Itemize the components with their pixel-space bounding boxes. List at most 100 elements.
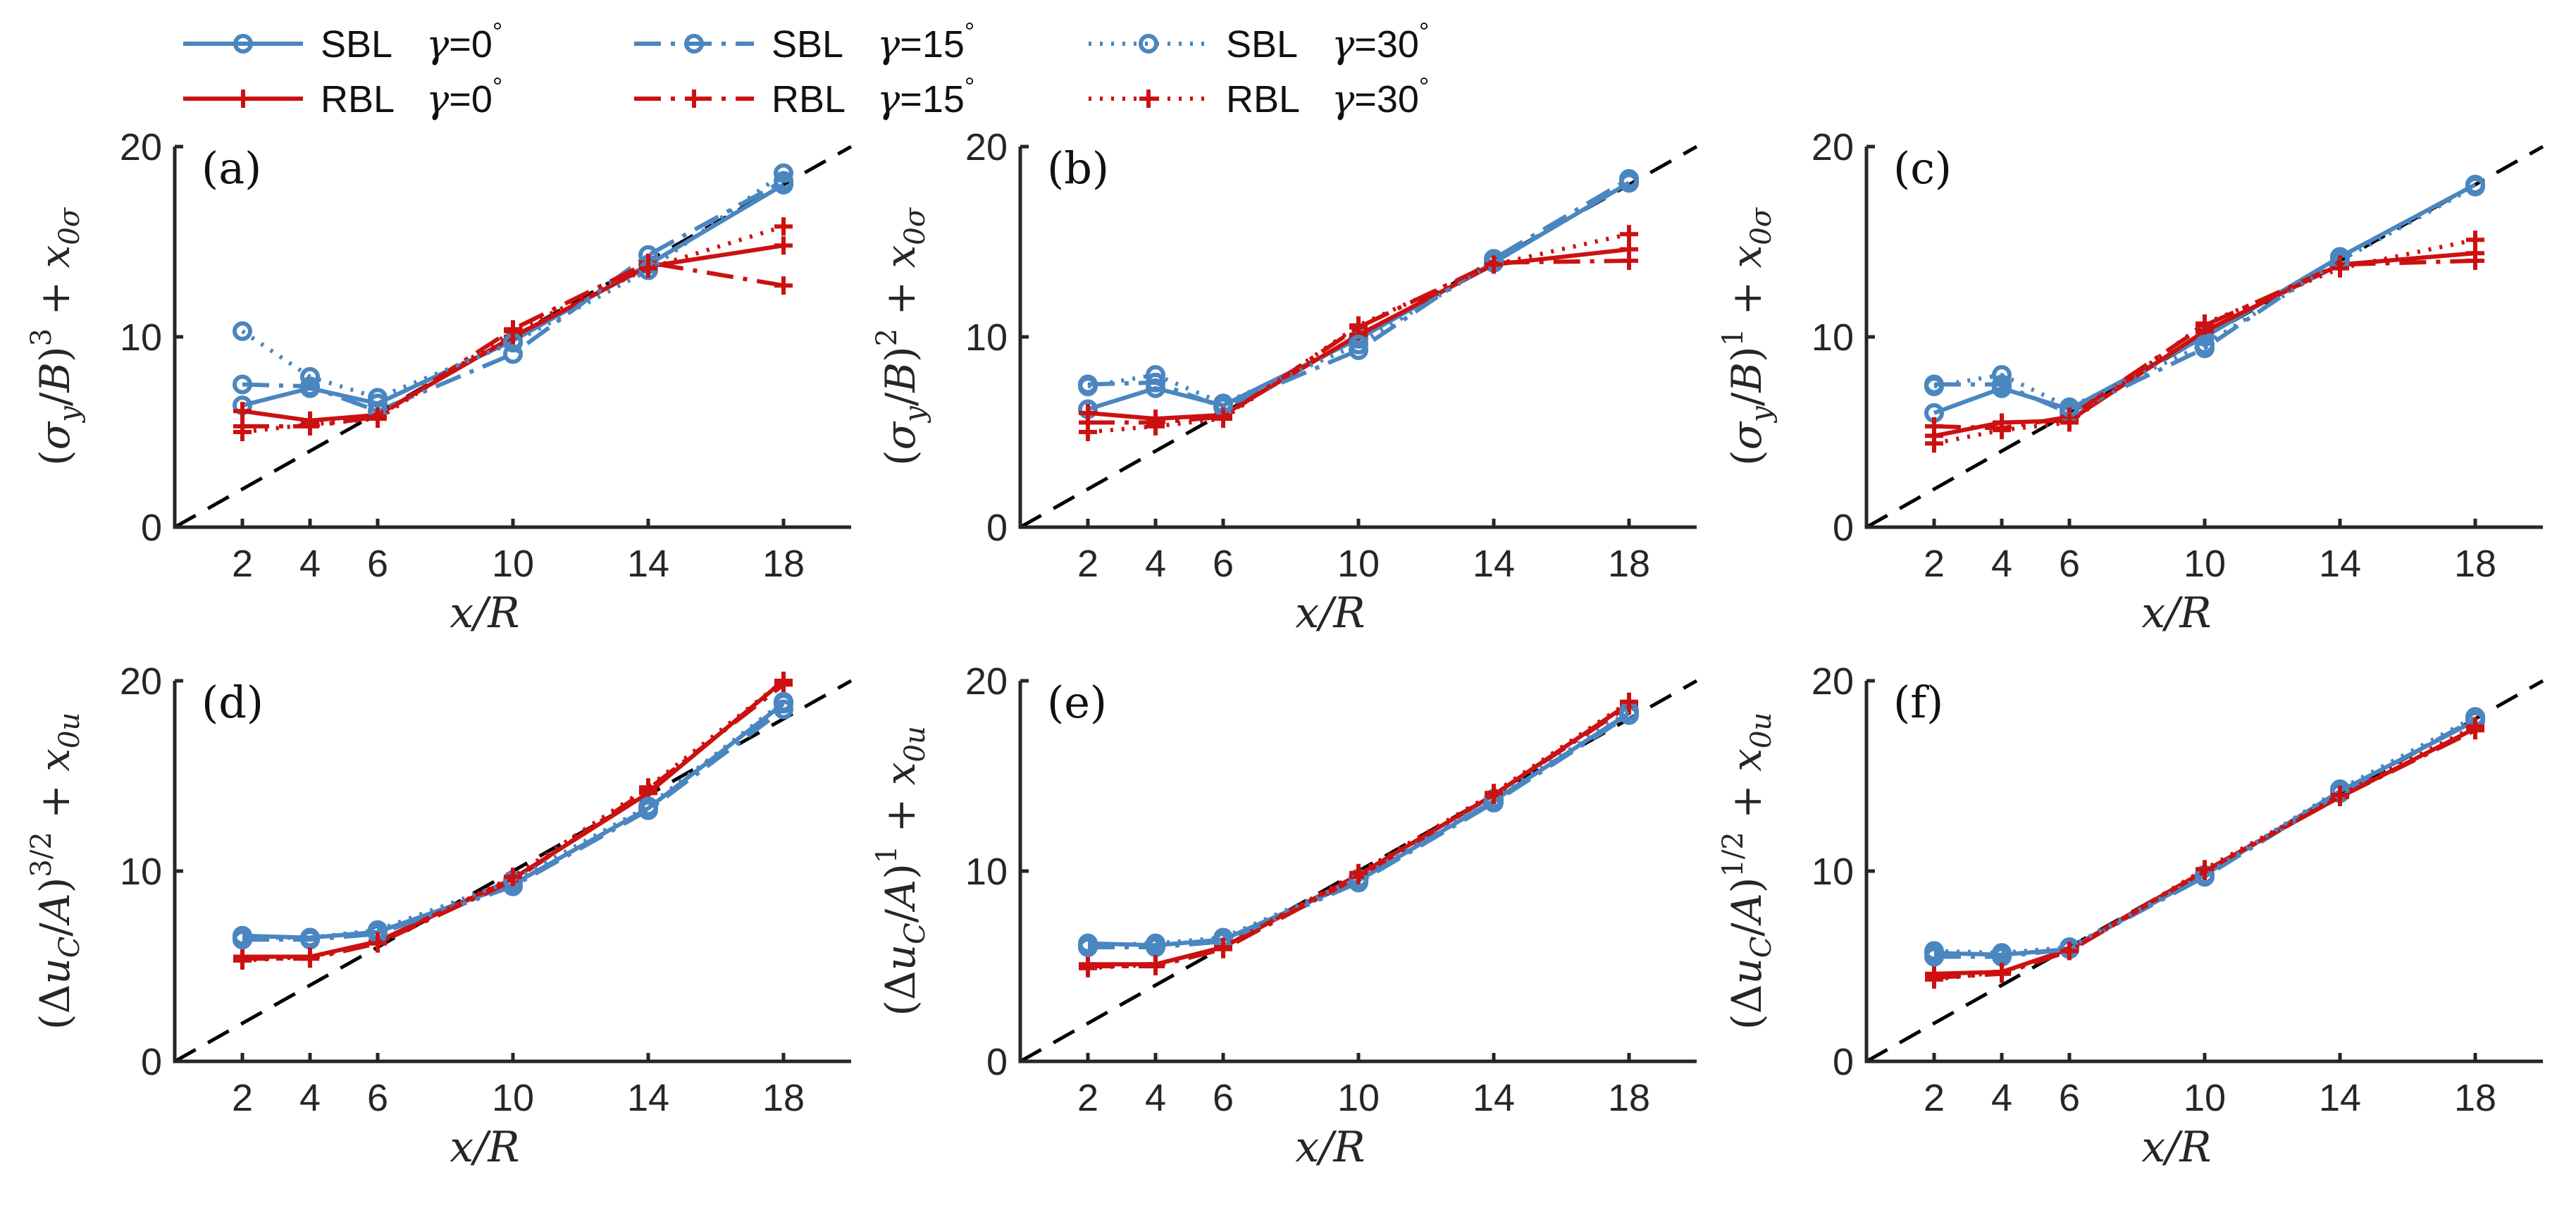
data-point [2466, 230, 2484, 249]
x-tick-label: 18 [2454, 543, 2496, 585]
series-rbl-15- [233, 675, 793, 968]
data-point [1214, 409, 1232, 428]
x-tick-label: 4 [1991, 543, 2012, 585]
x-tick-label: 14 [627, 1077, 669, 1119]
data-point [1146, 417, 1165, 436]
x-tick-label: 2 [232, 1077, 253, 1119]
data-point [774, 171, 793, 191]
series-line [1933, 238, 2476, 446]
x-tick-label: 14 [627, 543, 669, 585]
data-point [369, 409, 387, 428]
y-tick-label: 20 [1812, 660, 1854, 703]
legend-group-label: RBL [1226, 78, 1300, 121]
x-tick-label: 18 [1608, 1077, 1650, 1119]
panel-d: 0 10 20 2 4 6 10 14 18 x/R (ΔuC/A)3/2 + x0u (d) [25, 660, 853, 1172]
series-line [1933, 715, 2477, 956]
y-axis-label: (ΔuC/A)1 + x0u [871, 726, 931, 1016]
data-point [1924, 376, 1944, 397]
x-tick-label: 2 [1077, 1077, 1098, 1119]
data-point [2331, 259, 2349, 278]
data-point [300, 927, 320, 948]
data-point [2331, 786, 2349, 804]
y-tick-label: 20 [120, 660, 162, 703]
series-sbl-30- [1078, 701, 1639, 956]
data-point [1079, 423, 1097, 441]
data-point [368, 388, 388, 408]
series-line [241, 171, 785, 400]
panel-c: 0 10 20 2 4 6 10 14 18 x/R (σy/B)1 + x0σ (c) [1717, 126, 2544, 638]
data-point [1925, 434, 1943, 453]
x-tick-label: 10 [2184, 1077, 2226, 1119]
legend-marker [1139, 34, 1158, 54]
y-tick-label: 0 [141, 507, 162, 549]
legend-entry-rbl-30: RBL γ=30° [1089, 72, 1429, 121]
data-point [2060, 942, 2079, 961]
panel-f: 0 10 20 2 4 6 10 14 18 x/R (ΔuC/A)1/2 + x0u (f) [1717, 660, 2544, 1172]
data-point [1349, 863, 1368, 882]
data-point [1349, 316, 1368, 335]
data-point [300, 366, 320, 387]
data-point [1993, 963, 2011, 982]
series-line [1087, 709, 1630, 948]
x-axis-label: x/R [2141, 588, 2211, 638]
x-tick-label: 18 [762, 543, 805, 585]
x-tick-label: 6 [2059, 543, 2080, 585]
legend-entry-sbl-15: SBL γ=15° [634, 17, 974, 66]
y-tick-label: 20 [965, 660, 1008, 703]
data-point [2060, 413, 2079, 432]
series-line [242, 679, 785, 959]
x-tick-label: 14 [2319, 543, 2361, 585]
data-point [233, 321, 252, 341]
legend-group-label: SBL [1226, 23, 1298, 66]
series-rbl-15- [1079, 696, 1638, 975]
y-tick-label: 20 [965, 126, 1008, 168]
data-point [774, 691, 793, 712]
series-line [1934, 717, 2477, 959]
data-point [504, 321, 522, 340]
legend-marker [233, 34, 253, 54]
legend-marker [234, 90, 252, 108]
data-point [2466, 252, 2484, 270]
legend-marker [1139, 90, 1158, 108]
legend-entry-sbl-0: SBL γ=0° [183, 17, 502, 66]
data-point [1485, 255, 1503, 274]
x-tick-label: 14 [2319, 1077, 2361, 1119]
panel-e: 0 10 20 2 4 6 10 14 18 x/R (ΔuC/A)1 + x0u (e) [871, 660, 1698, 1172]
x-tick-label: 6 [367, 1077, 388, 1119]
y-tick-label: 0 [141, 1041, 162, 1083]
legend-group-label: RBL [772, 78, 846, 121]
x-tick-label: 2 [1924, 1077, 1945, 1119]
legend-entry-sbl-30: SBL γ=30° [1089, 17, 1429, 66]
x-tick-label: 4 [299, 1077, 321, 1119]
x-tick-label: 18 [2454, 1077, 2496, 1119]
x-axis-label: x/R [450, 1123, 519, 1172]
legend-marker [684, 34, 704, 54]
x-tick-label: 18 [762, 1077, 805, 1119]
legend-gamma-label: γ=30° [1332, 17, 1429, 66]
y-tick-label: 10 [120, 316, 162, 359]
x-tick-label: 4 [1991, 1077, 2012, 1119]
data-point [1079, 958, 1097, 977]
series-sbl-30- [233, 163, 793, 408]
panel-label: (e) [1047, 677, 1107, 728]
panel-label: (f) [1893, 677, 1943, 728]
data-point [2195, 334, 2215, 354]
series-line [1934, 183, 2477, 415]
data-point [774, 236, 793, 255]
x-tick-label: 10 [1337, 1077, 1380, 1119]
series-line [1933, 183, 2477, 415]
data-point [1924, 941, 1944, 961]
legend: SBL γ=0°RBL γ=0°SBL γ=15°RBL γ=15°SBL γ=30°RB… [183, 17, 1429, 121]
series-line [1087, 177, 1630, 409]
series-line [1087, 180, 1630, 406]
data-point [233, 423, 252, 441]
legend-gamma-label: γ=0° [426, 17, 502, 66]
y-axis-label: (ΔuC/A)3/2 + x0u [25, 713, 86, 1030]
series-rbl-30- [233, 672, 793, 970]
data-point [301, 415, 319, 434]
data-point [1146, 365, 1165, 385]
data-point [774, 163, 793, 183]
series-line [242, 679, 785, 963]
data-point [504, 868, 522, 887]
x-tick-label: 6 [1213, 1077, 1234, 1119]
